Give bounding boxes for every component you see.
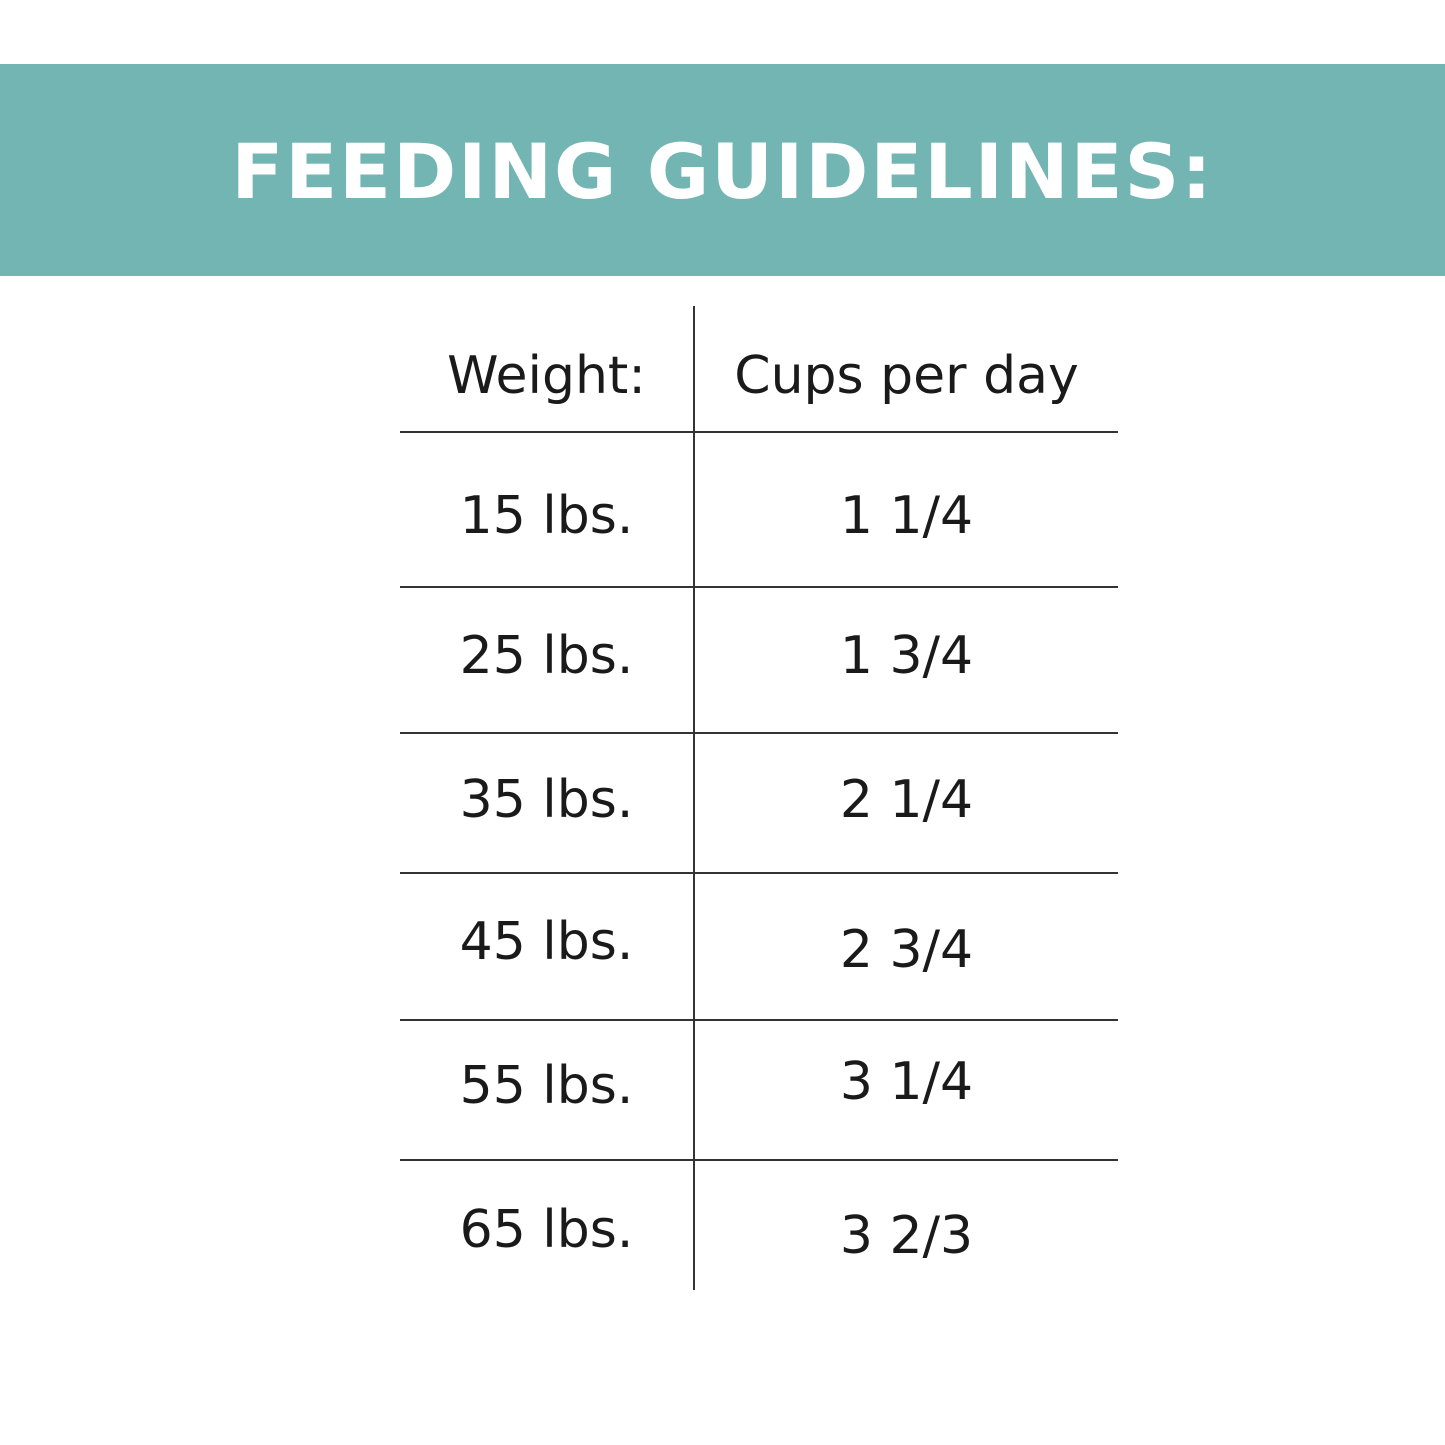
table-cell-cups: 2 1/4 [839,770,974,830]
column-divider [693,306,695,1290]
title-banner: FEEDING GUIDELINES: [0,64,1445,276]
table-cell-weight: 25 lbs. [459,626,634,686]
table-cell-weight: 35 lbs. [459,770,634,830]
table-cell-cups: 3 2/3 [839,1206,974,1266]
row-divider [400,1159,1118,1161]
row-divider [400,732,1118,734]
table-cell-weight: 15 lbs. [459,486,634,546]
row-divider [400,872,1118,874]
row-divider [400,1019,1118,1021]
table-cell-weight: 65 lbs. [459,1200,634,1260]
table-cell-cups: 1 1/4 [839,486,974,546]
page-title: FEEDING GUIDELINES: [231,127,1214,216]
table-cell-cups: 3 1/4 [839,1052,974,1112]
row-divider [400,586,1118,588]
table-cell-weight: 45 lbs. [459,912,634,972]
table-cell-cups: 2 3/4 [839,920,974,980]
header-divider [400,431,1118,433]
table-cell-weight: 55 lbs. [459,1056,634,1116]
feeding-table: Weight: Cups per day 15 lbs. 1 1/4 25 lb… [400,306,1118,1290]
header-weight: Weight: [447,346,646,406]
table-cell-cups: 1 3/4 [839,626,974,686]
header-cups-per-day: Cups per day [734,346,1079,406]
